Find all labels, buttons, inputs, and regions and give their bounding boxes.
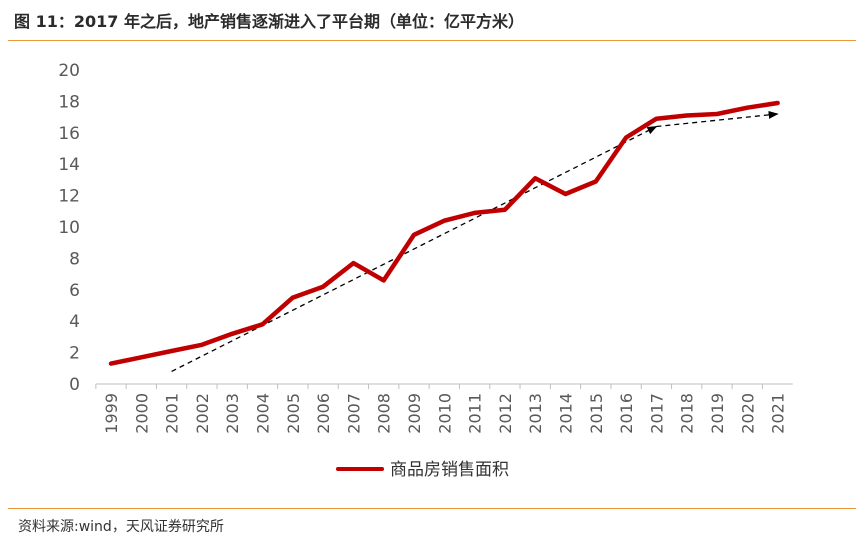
y-tick-label: 8 bbox=[69, 249, 80, 269]
y-tick-label: 12 bbox=[58, 187, 80, 207]
x-tick-label: 2007 bbox=[344, 393, 363, 434]
y-tick-label: 2 bbox=[69, 344, 80, 364]
y-tick-label: 0 bbox=[69, 375, 80, 395]
x-tick-label: 2014 bbox=[557, 393, 576, 434]
trend-arrow bbox=[656, 110, 779, 128]
footer-divider bbox=[8, 508, 856, 509]
x-tick-label: 2019 bbox=[708, 393, 727, 434]
x-tick-label: 2018 bbox=[678, 393, 697, 434]
x-tick-label: 2004 bbox=[254, 393, 273, 434]
x-tick-label: 2010 bbox=[435, 393, 454, 434]
x-tick-label: 2003 bbox=[223, 393, 242, 434]
series-line bbox=[108, 100, 780, 366]
x-tick-label: 2012 bbox=[496, 393, 515, 434]
y-tick-label: 10 bbox=[58, 218, 80, 238]
x-tick-label: 2020 bbox=[738, 393, 757, 434]
x-tick-label: 2002 bbox=[193, 393, 212, 434]
y-tick-label: 18 bbox=[58, 92, 80, 112]
x-tick-label: 2005 bbox=[284, 393, 303, 434]
x-tick-label: 2001 bbox=[163, 393, 182, 434]
x-tick-label: 1999 bbox=[102, 393, 121, 434]
trend-arrow bbox=[171, 125, 658, 373]
legend: 商品房销售面积 bbox=[336, 460, 509, 480]
y-tick-label: 16 bbox=[58, 124, 80, 144]
legend-label: 商品房销售面积 bbox=[390, 460, 509, 480]
x-tick-label: 2008 bbox=[375, 393, 394, 434]
x-tick-label: 2013 bbox=[526, 393, 545, 434]
figure-title: 图 11：2017 年之后，地产销售逐渐进入了平台期（单位：亿平方米） bbox=[14, 12, 524, 31]
x-tick-label: 2017 bbox=[647, 393, 666, 434]
source-note: 资料来源:wind，天风证券研究所 bbox=[18, 519, 224, 535]
x-tick-label: 2021 bbox=[769, 393, 788, 434]
y-tick-label: 20 bbox=[58, 61, 80, 81]
y-tick-label: 6 bbox=[69, 281, 80, 301]
x-tick-label: 2011 bbox=[466, 393, 485, 434]
y-tick-label: 4 bbox=[69, 312, 80, 332]
x-tick-label: 2009 bbox=[405, 393, 424, 434]
x-tick-label: 2000 bbox=[132, 393, 151, 434]
x-tick-label: 2016 bbox=[617, 393, 636, 434]
y-tick-label: 14 bbox=[58, 155, 80, 175]
title-divider bbox=[8, 40, 856, 41]
x-tick-label: 2006 bbox=[314, 393, 333, 434]
x-tick-label: 2015 bbox=[587, 393, 606, 434]
